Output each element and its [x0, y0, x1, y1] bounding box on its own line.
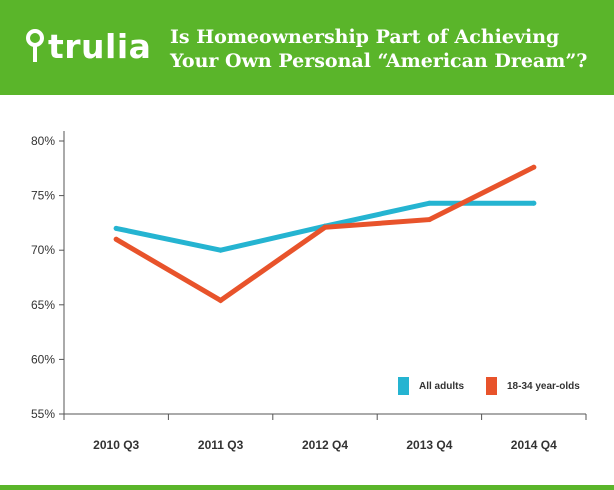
y-tick-label: 80%: [31, 134, 55, 148]
y-tick-label: 55%: [31, 407, 55, 421]
data-point: [113, 225, 119, 231]
x-axis-ticks: 2010 Q3 2011 Q3 2012 Q4 2013 Q4 2014 Q4: [93, 438, 557, 452]
trulia-logo: trulia: [24, 26, 151, 66]
x-tick-label: 2012 Q4: [302, 438, 348, 452]
chart-title-line-2: Your Own Personal “American Dream”?: [170, 50, 588, 72]
x-tick-label: 2010 Q3: [93, 438, 139, 452]
data-point: [531, 200, 537, 206]
x-tick-label: 2011 Q3: [198, 438, 244, 452]
data-point: [113, 236, 119, 242]
x-tick-label: 2013 Q4: [406, 438, 452, 452]
chart-title-line-1: Is Homeownership Part of Achieving: [170, 26, 560, 48]
chart-title: Is Homeownership Part of Achieving Your …: [170, 25, 600, 73]
y-tick-label: 70%: [31, 243, 55, 257]
map-pin-icon: [26, 29, 44, 62]
y-axis-ticks: 55% 60% 65% 70% 75% 80%: [31, 134, 64, 421]
legend: All adults 18-34 year-olds: [398, 377, 580, 395]
data-point: [218, 247, 224, 253]
data-point: [218, 297, 224, 303]
legend-swatch: [398, 377, 409, 395]
series-lines: [113, 164, 537, 304]
y-tick-label: 75%: [31, 189, 55, 203]
header-banner: trulia Is Homeownership Part of Achievin…: [0, 0, 614, 95]
data-point: [426, 200, 432, 206]
data-point: [322, 224, 328, 230]
data-point: [426, 217, 432, 223]
legend-swatch: [486, 377, 497, 395]
legend-label: 18-34 year-olds: [507, 381, 580, 392]
legend-label: All adults: [419, 381, 464, 392]
y-tick-label: 65%: [31, 298, 55, 312]
y-tick-label: 60%: [31, 352, 55, 366]
data-point: [531, 164, 537, 170]
x-tick-label: 2014 Q4: [511, 438, 557, 452]
logo-text: trulia: [48, 26, 152, 66]
footer-bar: [0, 485, 614, 490]
chart-axes: [63, 131, 587, 420]
series-line-young-adults: [113, 164, 537, 304]
